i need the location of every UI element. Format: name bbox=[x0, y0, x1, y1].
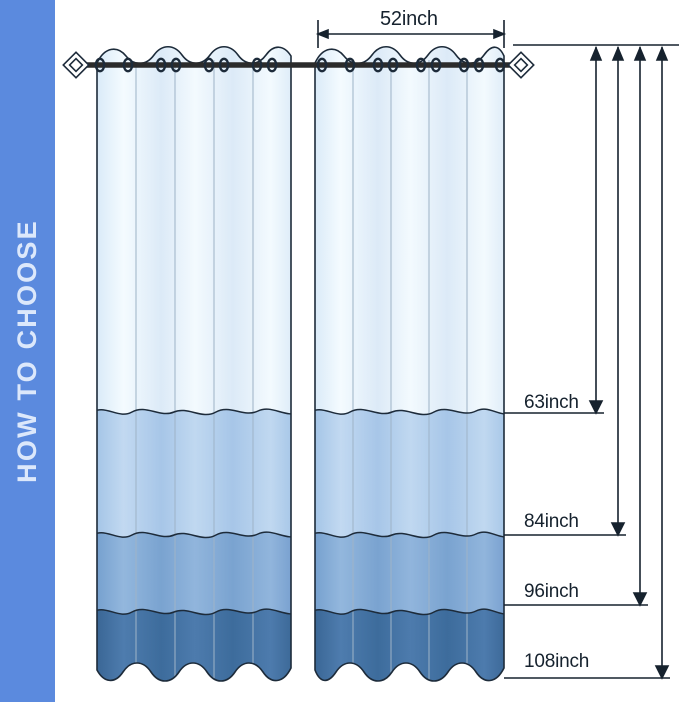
dimension-label-63inch: 63inch bbox=[524, 392, 579, 413]
grommet-icon bbox=[494, 57, 506, 73]
dimension-label-96inch: 96inch bbox=[524, 581, 579, 602]
width-dimension-line bbox=[315, 20, 507, 48]
length-dimension-arrows bbox=[588, 45, 670, 680]
curtain-panel-right bbox=[314, 45, 505, 682]
grommet-icon bbox=[430, 57, 442, 73]
dimension-label-108inch: 108inch bbox=[524, 651, 590, 672]
grommet-icon bbox=[155, 57, 167, 73]
curtain-panel-left bbox=[96, 45, 292, 682]
rod-finial-left bbox=[62, 51, 90, 79]
grommet-icon bbox=[316, 57, 328, 73]
arrow-96inch bbox=[632, 45, 648, 607]
grommet-icon bbox=[344, 57, 356, 73]
grommet-icon bbox=[387, 57, 399, 73]
dimension-label-width: 52inch bbox=[380, 8, 438, 30]
arrow-108inch bbox=[654, 45, 670, 680]
grommet-icon bbox=[94, 57, 106, 73]
arrow-63inch bbox=[588, 45, 604, 415]
arrow-84inch bbox=[610, 45, 626, 537]
grommet-icon bbox=[458, 57, 470, 73]
rod-finial-right bbox=[507, 51, 535, 79]
dimension-label-84inch: 84inch bbox=[524, 511, 579, 532]
grommet-group bbox=[94, 57, 506, 73]
grommet-icon bbox=[251, 57, 263, 73]
grommet-icon bbox=[170, 57, 182, 73]
grommet-icon bbox=[122, 57, 134, 73]
sidebar-divider bbox=[55, 0, 64, 702]
length-reference-lines bbox=[504, 412, 670, 679]
grommet-icon bbox=[203, 57, 215, 73]
grommet-icon bbox=[218, 57, 230, 73]
sidebar-banner: HOW TO CHOOSE bbox=[0, 0, 55, 702]
grommet-icon bbox=[266, 57, 278, 73]
grommet-icon bbox=[415, 57, 427, 73]
grommet-icon bbox=[372, 57, 384, 73]
grommet-icon bbox=[473, 57, 485, 73]
